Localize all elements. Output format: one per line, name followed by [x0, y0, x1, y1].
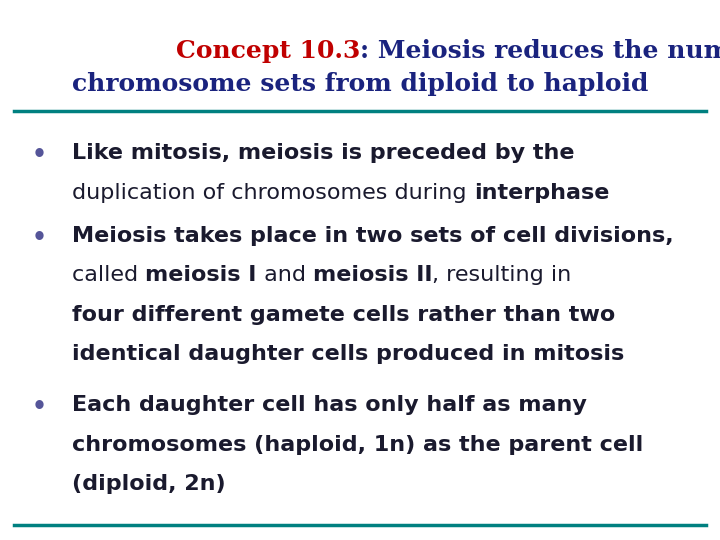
Text: called: called [72, 265, 145, 285]
Text: •: • [32, 226, 47, 250]
Text: •: • [32, 143, 47, 167]
Text: , resulting in: , resulting in [432, 265, 572, 285]
Text: interphase: interphase [474, 183, 609, 202]
Text: and: and [256, 265, 312, 285]
Text: chromosomes (haploid, 1n) as the parent cell: chromosomes (haploid, 1n) as the parent … [72, 435, 643, 455]
Text: Like mitosis, meiosis is preceded by the: Like mitosis, meiosis is preceded by the [72, 143, 575, 163]
Text: Each daughter cell has only half as many: Each daughter cell has only half as many [72, 395, 587, 415]
Text: •: • [32, 395, 47, 420]
Text: identical daughter cells produced in mitosis: identical daughter cells produced in mit… [72, 344, 624, 364]
Text: (diploid, 2n): (diploid, 2n) [72, 474, 225, 494]
Text: Meiosis takes place in two sets of cell divisions,: Meiosis takes place in two sets of cell … [72, 226, 674, 246]
Text: Concept 10.3: Concept 10.3 [176, 39, 360, 63]
Text: chromosome sets from diploid to haploid: chromosome sets from diploid to haploid [72, 72, 648, 96]
Text: four different gamete cells rather than two: four different gamete cells rather than … [72, 305, 616, 325]
Text: meiosis II: meiosis II [312, 265, 432, 285]
Text: : Meiosis reduces the number of: : Meiosis reduces the number of [360, 39, 720, 63]
Text: duplication of chromosomes during: duplication of chromosomes during [72, 183, 474, 202]
Text: meiosis I: meiosis I [145, 265, 256, 285]
